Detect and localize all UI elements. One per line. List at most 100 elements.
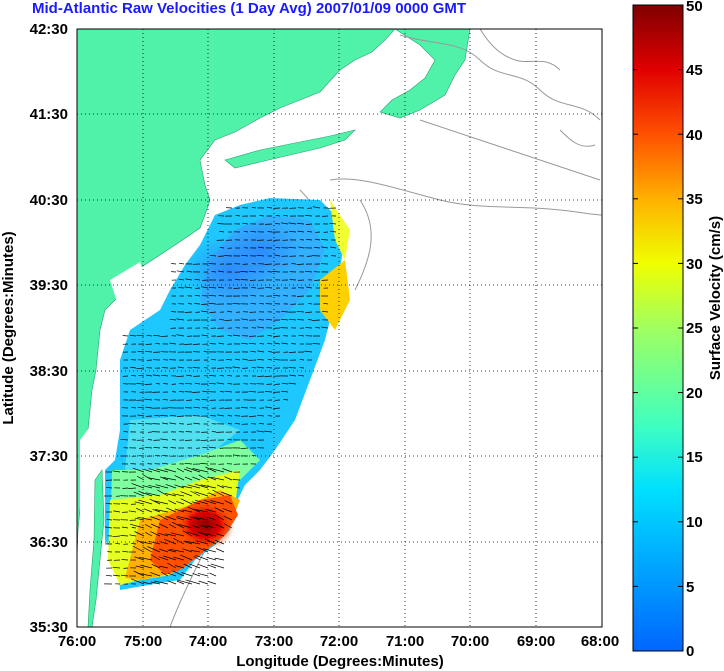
velocity-arrow	[273, 358, 281, 361]
velocity-arrow	[250, 350, 257, 353]
velocity-arrow	[214, 539, 225, 545]
velocity-arrow	[150, 581, 161, 585]
velocity-arrow	[305, 215, 313, 217]
velocity-arrow	[192, 343, 201, 345]
velocity-arrow	[194, 303, 201, 305]
velocity-arrow	[147, 477, 161, 481]
velocity-arrow	[203, 499, 217, 505]
velocity-arrow	[178, 278, 185, 281]
velocity-arrow	[145, 492, 161, 497]
velocity-arrow	[304, 350, 313, 353]
colorbar-gradient	[632, 4, 684, 652]
velocity-arrow	[202, 390, 209, 393]
velocity-arrow	[135, 565, 145, 569]
velocity-arrow	[176, 318, 185, 321]
velocity-arrow	[131, 406, 137, 409]
velocity-arrow	[112, 535, 121, 538]
velocity-arrow	[209, 467, 225, 473]
velocity-arrow	[323, 302, 329, 305]
velocity-arrow	[329, 222, 337, 225]
velocity-arrow	[177, 366, 185, 369]
velocity-arrow	[210, 500, 225, 505]
velocity-arrow	[158, 523, 169, 529]
velocity-arrow	[211, 271, 217, 273]
velocity-arrow	[288, 382, 297, 385]
velocity-arrow	[256, 326, 265, 329]
colorbar-tick-label: 5	[686, 579, 694, 596]
velocity-arrow	[115, 542, 121, 545]
velocity-arrow	[274, 254, 281, 257]
velocity-arrow	[147, 546, 161, 553]
y-axis-label: Latitude (Degrees:Minutes)	[0, 231, 17, 424]
velocity-arrow	[224, 476, 233, 481]
velocity-arrow	[162, 422, 169, 425]
velocity-arrow	[169, 422, 177, 425]
velocity-arrow	[154, 500, 169, 505]
velocity-arrow	[178, 262, 185, 265]
velocity-arrow	[240, 447, 249, 450]
velocity-arrow	[242, 222, 249, 225]
velocity-arrow	[314, 238, 321, 241]
velocity-arrow	[298, 334, 305, 337]
velocity-arrow	[297, 319, 305, 321]
x-tick-label: 72:00	[320, 633, 358, 650]
velocity-arrow	[274, 383, 281, 385]
velocity-arrow	[248, 342, 257, 345]
velocity-arrow	[202, 446, 209, 449]
velocity-arrow	[192, 367, 201, 369]
velocity-arrow	[256, 430, 265, 433]
velocity-arrow	[129, 534, 137, 537]
velocity-arrow	[223, 515, 233, 521]
velocity-arrow	[267, 342, 273, 345]
velocity-arrow	[131, 483, 145, 489]
velocity-arrow	[134, 556, 145, 561]
velocity-arrow	[210, 563, 225, 569]
velocity-arrow	[241, 254, 249, 257]
chart-title: Mid-Atlantic Raw Velocities (1 Day Avg) …	[32, 0, 466, 17]
velocity-arrow	[280, 318, 289, 321]
velocity-arrow	[201, 286, 209, 289]
velocity-arrow	[165, 507, 177, 513]
x-tick-label: 69:00	[517, 633, 555, 650]
velocity-arrow	[195, 399, 201, 401]
velocity-arrow	[123, 431, 129, 433]
velocity-arrow	[198, 580, 209, 585]
x-tick-labels: 76:00 75:00 74:00 73:00 72:00 71:00 70:0…	[58, 633, 619, 650]
velocity-arrow	[227, 415, 233, 417]
velocity-arrow	[305, 311, 313, 313]
velocity-arrow	[273, 335, 281, 337]
velocity-arrow	[159, 548, 169, 553]
velocity-arrow	[121, 526, 129, 529]
velocity-arrow	[105, 502, 113, 505]
velocity-arrow	[222, 508, 233, 513]
velocity-arrow	[233, 287, 241, 289]
velocity-arrow	[128, 422, 137, 425]
y-tick-label: 41:30	[30, 106, 68, 123]
velocity-arrow	[149, 572, 161, 577]
velocity-arrow	[190, 490, 201, 497]
y-tick-label: 42:30	[30, 21, 68, 38]
velocity-arrow	[169, 318, 177, 321]
y-tick-label: 37:30	[30, 448, 68, 465]
velocity-arrow	[176, 467, 185, 473]
velocity-arrow	[172, 439, 177, 441]
velocity-arrow	[281, 311, 289, 313]
velocity-arrow	[150, 523, 161, 529]
velocity-arrow	[283, 295, 289, 297]
velocity-arrow	[190, 549, 201, 553]
velocity-arrow	[209, 343, 217, 345]
velocity-arrow	[197, 563, 209, 569]
velocity-arrow	[136, 507, 145, 513]
velocity-arrow	[142, 474, 153, 481]
velocity-arrow	[249, 279, 257, 281]
velocity-arrow	[208, 286, 217, 289]
velocity-arrow	[159, 476, 169, 481]
velocity-arrow	[240, 342, 249, 345]
velocity-arrow	[219, 230, 225, 233]
velocity-arrow	[281, 342, 289, 345]
velocity-arrow	[224, 500, 233, 505]
velocity-arrow	[214, 514, 225, 521]
velocity-arrow	[137, 406, 145, 409]
velocity-arrow	[296, 295, 305, 297]
velocity-arrow	[176, 375, 185, 378]
